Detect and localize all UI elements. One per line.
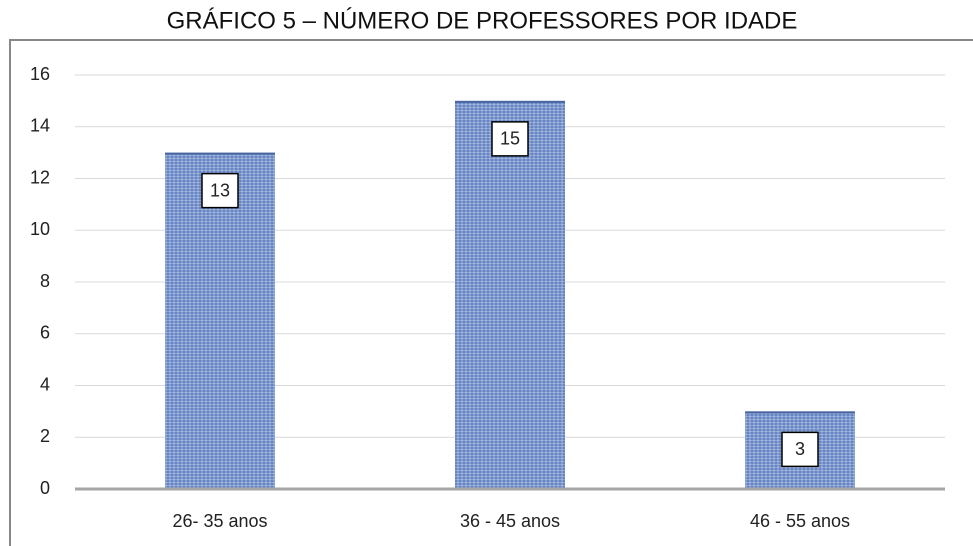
data-label: 13 [210,180,230,200]
bar-top [455,100,565,103]
data-label-box [491,121,529,157]
y-tick-label: 10 [30,219,50,239]
y-tick-label: 16 [30,64,50,84]
bar [165,152,275,489]
y-tick-label: 14 [30,116,50,136]
chart-title: GRÁFICO 5 – NÚMERO DE PROFESSORES POR ID… [167,7,798,34]
bar [455,100,565,489]
y-tick-label: 4 [40,374,50,394]
bar-top [745,411,855,414]
data-label: 3 [795,439,805,459]
data-label-box [201,172,239,209]
data-label-box [781,431,819,468]
chart-frame [9,39,973,546]
y-tick-label: 0 [40,478,50,498]
x-tick-label: 36 - 45 anos [460,511,560,531]
x-tick-label: 46 - 55 anos [750,511,850,531]
bar-top [165,152,275,155]
y-tick-label: 12 [30,167,50,187]
y-tick-label: 8 [40,271,50,291]
y-tick-label: 6 [40,323,50,343]
y-tick-label: 2 [40,426,50,446]
data-label: 15 [500,129,520,149]
x-tick-label: 26- 35 anos [172,511,267,531]
